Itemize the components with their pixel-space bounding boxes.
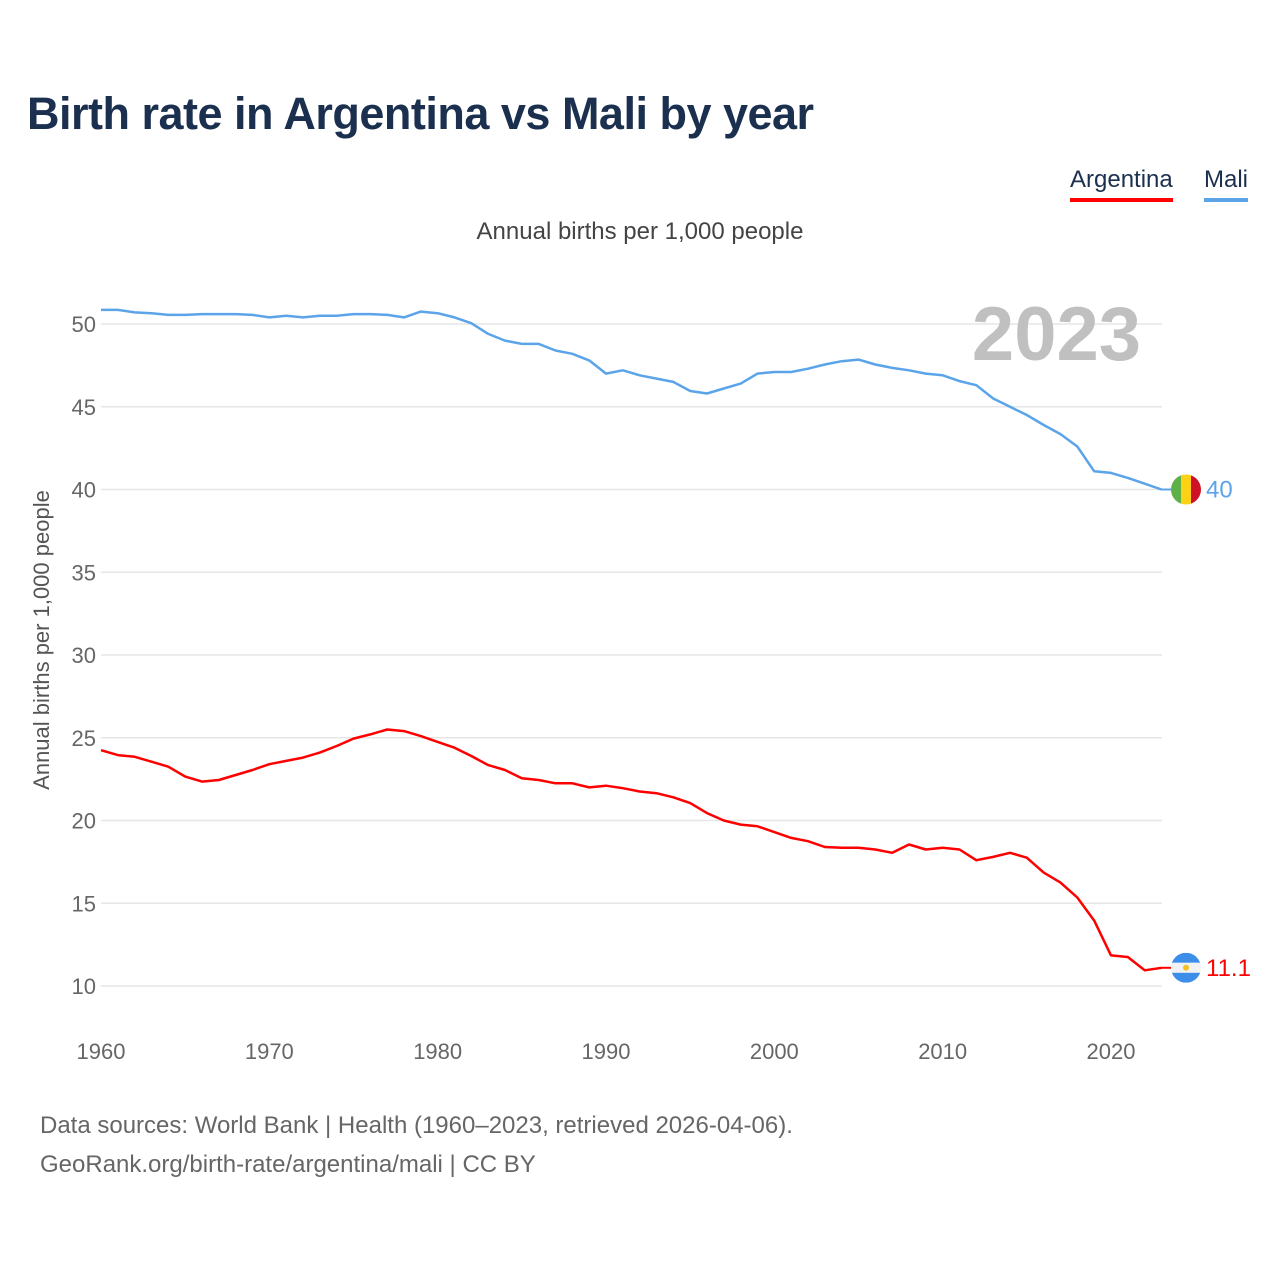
y-tick-label: 40 (72, 478, 96, 503)
x-tick-label: 2020 (1087, 1039, 1136, 1064)
end-value-label-mali: 40 (1206, 477, 1233, 504)
legend-item-argentina[interactable]: Argentina (1070, 166, 1173, 202)
x-tick-label: 1990 (582, 1039, 631, 1064)
series-line-mali (101, 308, 1162, 491)
end-value-label-argentina: 11.1 (1206, 955, 1251, 982)
y-tick-label: 50 (72, 312, 96, 337)
chart-title: Birth rate in Argentina vs Mali by year (27, 88, 814, 139)
x-tick-label: 1960 (77, 1039, 126, 1064)
chart-subtitle: Annual births per 1,000 people (476, 218, 804, 245)
footer: Data sources: World Bank | Health (1960–… (40, 1106, 793, 1184)
argentina-flag-icon (1171, 952, 1201, 983)
y-tick-label: 15 (72, 891, 96, 916)
legend-item-mali[interactable]: Mali (1204, 166, 1249, 202)
x-tick-label: 2000 (750, 1039, 799, 1064)
y-tick-label: 20 (72, 809, 96, 834)
y-tick-label: 45 (72, 395, 96, 420)
y-tick-label: 25 (72, 726, 96, 751)
series-line-argentina (100, 728, 1162, 972)
y-tick-label: 10 (72, 974, 96, 999)
x-tick-label: 1980 (413, 1039, 462, 1064)
y-tick-label: 35 (72, 560, 96, 585)
year-watermark: 2023 (972, 292, 1141, 377)
y-tick-label: 30 (72, 643, 96, 668)
source-url-text: GeoRank.org/birth-rate/argentina/mali | … (40, 1151, 536, 1178)
x-tick-label: 1970 (245, 1039, 294, 1064)
x-tick-label: 2010 (918, 1039, 967, 1064)
mali-flag-icon (1171, 474, 1201, 505)
data-source-text: Data sources: World Bank | Health (1960–… (40, 1112, 793, 1139)
